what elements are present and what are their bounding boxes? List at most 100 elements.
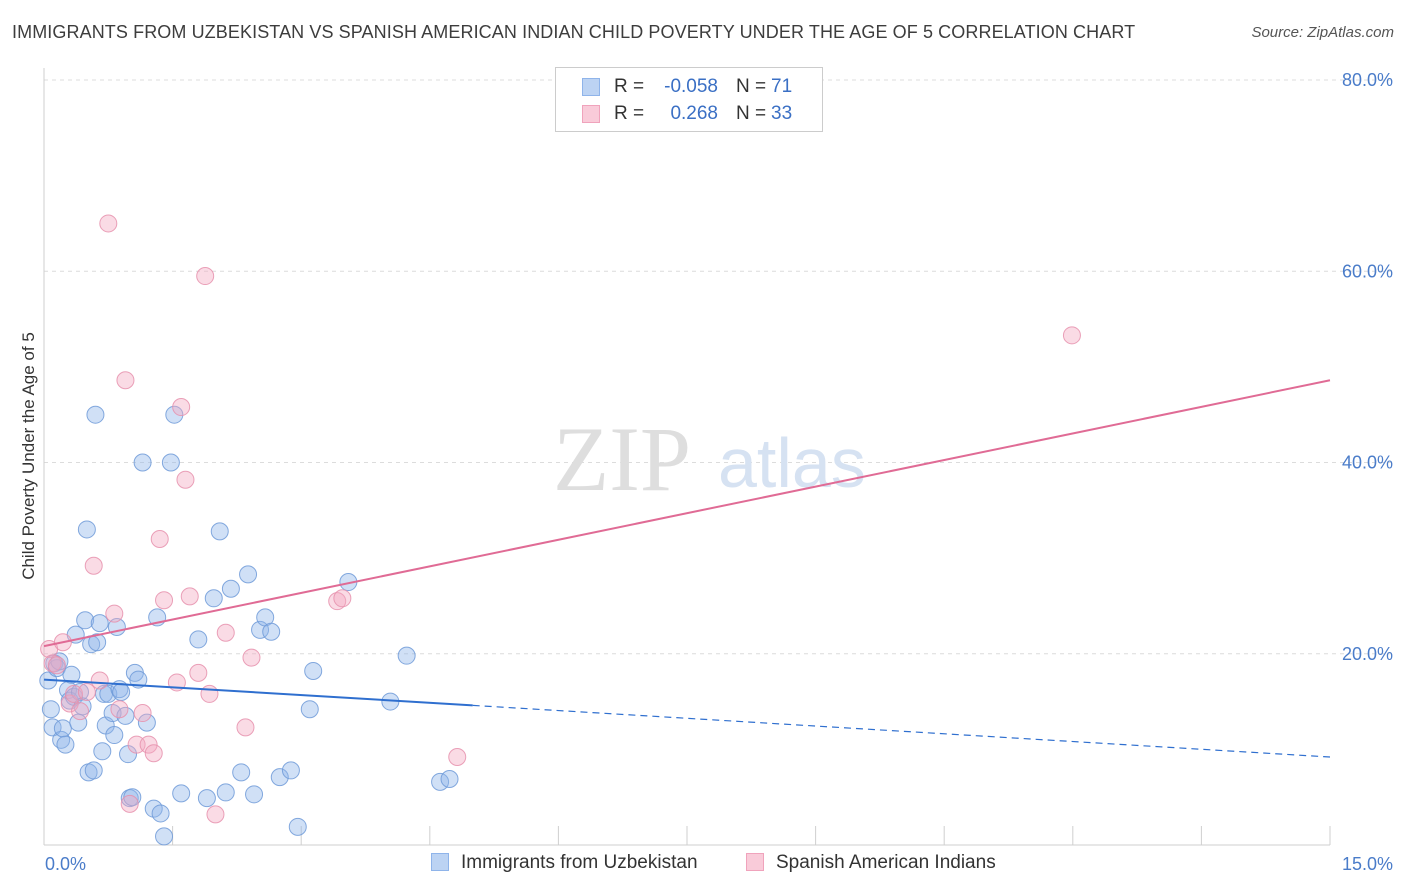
data-point: [88, 633, 107, 652]
data-point: [288, 817, 307, 836]
data-point: [210, 522, 229, 541]
y-axis-label: Child Poverty Under the Age of 5: [19, 332, 38, 580]
data-point: [197, 789, 216, 808]
data-point: [216, 783, 235, 802]
y-tick-label: 60.0%: [1342, 261, 1393, 281]
data-point: [161, 453, 180, 472]
data-points: [39, 214, 1081, 846]
data-point: [133, 453, 152, 472]
data-point: [440, 770, 459, 789]
r-value: 0.268: [670, 103, 718, 124]
data-point: [176, 470, 195, 489]
data-point: [180, 587, 199, 606]
data-point: [328, 592, 347, 611]
data-point: [242, 648, 261, 667]
data-point: [155, 591, 174, 610]
data-point: [43, 718, 62, 737]
source-label: Source: ZipAtlas.com: [1251, 24, 1394, 41]
data-point: [112, 683, 131, 701]
data-point: [200, 684, 219, 703]
data-point: [206, 805, 225, 824]
data-point: [281, 761, 300, 780]
gridlines: [44, 79, 1392, 655]
data-point: [239, 565, 258, 584]
data-point: [245, 785, 264, 804]
axes: [43, 68, 1331, 846]
r-label: R =: [614, 76, 645, 97]
data-point: [105, 604, 124, 623]
data-point: [47, 656, 66, 675]
series-spanish-american-indians: [40, 214, 1081, 824]
data-point: [60, 694, 79, 713]
data-point: [90, 614, 109, 633]
data-point: [333, 589, 352, 608]
data-point: [76, 611, 95, 630]
data-point: [41, 700, 60, 719]
trend-line: [43, 678, 473, 707]
blue-swatch: [582, 78, 600, 96]
data-point: [129, 670, 148, 689]
data-point: [77, 683, 96, 701]
data-point: [448, 748, 467, 767]
data-point: [221, 579, 240, 598]
data-point: [270, 768, 289, 787]
data-point: [236, 718, 255, 737]
data-point: [196, 267, 215, 286]
data-point: [150, 530, 169, 548]
data-point: [86, 405, 105, 424]
data-point: [216, 623, 235, 642]
data-point: [53, 719, 72, 738]
data-point: [155, 827, 174, 846]
data-point: [99, 214, 118, 233]
pink-swatch: [582, 105, 600, 123]
blue-swatch: [431, 853, 449, 871]
y-tick-label: 80.0%: [1342, 70, 1393, 90]
trend-line-extension: [472, 704, 1331, 758]
data-point: [151, 804, 170, 823]
n-value: 33: [771, 103, 793, 124]
chart-title: IMMIGRANTS FROM UZBEKISTAN VS SPANISH AM…: [12, 22, 1136, 42]
watermark-atlas: atlas: [718, 424, 866, 502]
r-value: -0.058: [664, 76, 718, 97]
r-label: R =: [614, 103, 645, 124]
series-uzbekistan: [39, 405, 459, 846]
data-point: [172, 784, 191, 803]
data-point: [189, 663, 208, 682]
data-point: [110, 700, 129, 719]
data-point: [137, 713, 156, 732]
watermark-zip: ZIP: [553, 408, 691, 510]
bottom-legend-label: Spanish American Indians: [776, 852, 996, 873]
data-point: [133, 704, 152, 723]
data-point: [189, 630, 208, 649]
data-point: [304, 661, 323, 680]
data-point: [116, 371, 135, 390]
data-point: [105, 726, 124, 745]
data-point: [262, 622, 281, 641]
data-point: [84, 556, 103, 575]
y-tick-label: 20.0%: [1342, 644, 1393, 664]
data-point: [165, 405, 184, 424]
data-point: [90, 671, 109, 690]
bottom-legend-spanish-american-indians: Spanish American Indians: [746, 852, 996, 874]
tick-labels: 20.0% 40.0% 60.0% 80.0% 0.0% 15.0%: [45, 70, 1393, 874]
x-tick-label: 0.0%: [45, 854, 86, 874]
data-point: [71, 702, 90, 721]
data-point: [204, 589, 223, 608]
data-point: [172, 398, 191, 417]
correlation-legend: R = -0.058 N = 71 R = 0.268 N = 33: [555, 67, 823, 132]
y-tick-label: 40.0%: [1342, 453, 1393, 473]
data-point: [120, 794, 139, 813]
data-point: [56, 735, 75, 754]
n-value: 71: [771, 76, 793, 97]
data-point: [232, 763, 251, 782]
data-point: [300, 700, 319, 719]
data-point: [397, 646, 416, 665]
data-point: [144, 744, 163, 763]
watermark: ZIP atlas: [553, 408, 866, 510]
data-point: [93, 742, 112, 761]
bottom-legend-label: Immigrants from Uzbekistan: [461, 852, 698, 873]
x-tick-label: 15.0%: [1342, 854, 1393, 874]
n-label: N =: [736, 103, 767, 124]
data-point: [84, 761, 103, 780]
